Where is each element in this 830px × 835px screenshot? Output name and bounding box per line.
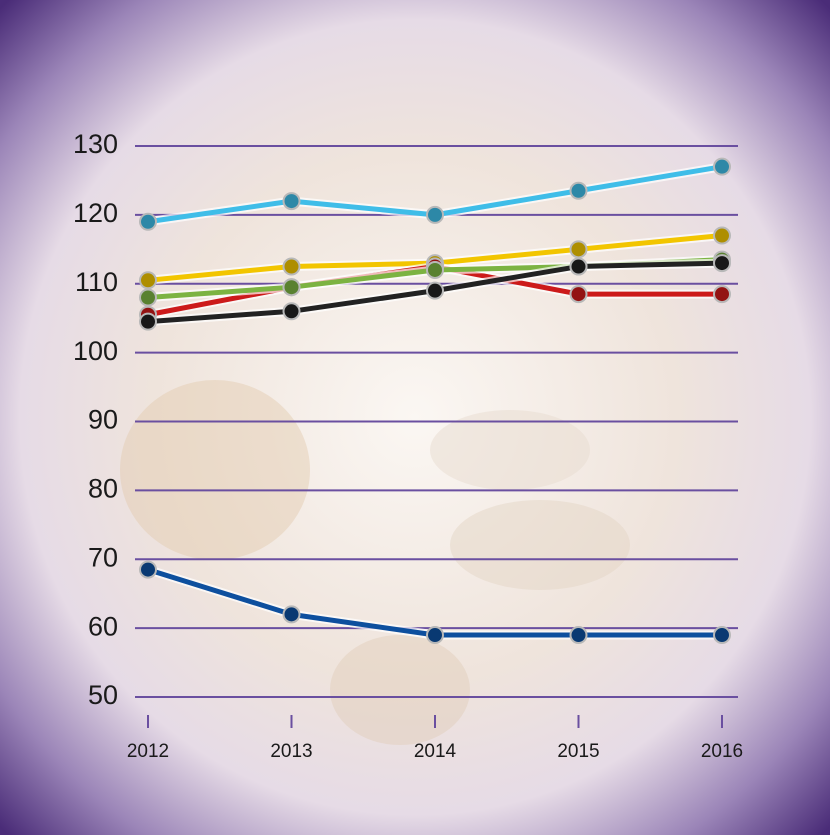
coin-decor bbox=[430, 410, 590, 490]
y-tick-label: 130 bbox=[73, 129, 118, 159]
coin-decor bbox=[450, 500, 630, 590]
y-tick-label: 60 bbox=[88, 611, 118, 641]
data-point bbox=[569, 285, 588, 304]
data-point bbox=[713, 254, 731, 273]
data-point bbox=[139, 560, 157, 579]
x-tick-label: 2016 bbox=[701, 741, 743, 762]
data-point bbox=[569, 626, 588, 645]
data-point bbox=[426, 281, 444, 300]
y-tick-label: 110 bbox=[75, 267, 118, 297]
coin-decor bbox=[330, 635, 470, 745]
data-point bbox=[282, 257, 301, 276]
data-point bbox=[139, 271, 157, 290]
x-tick-label: 2015 bbox=[557, 741, 599, 762]
y-tick-label: 90 bbox=[88, 405, 118, 435]
y-tick-label: 120 bbox=[73, 198, 118, 228]
data-point bbox=[139, 212, 157, 231]
y-tick-label: 100 bbox=[73, 336, 118, 366]
data-point bbox=[282, 278, 301, 297]
data-point bbox=[282, 605, 301, 624]
data-point bbox=[426, 205, 444, 224]
data-point bbox=[713, 626, 731, 645]
data-point bbox=[569, 257, 588, 276]
data-point bbox=[282, 302, 301, 321]
data-point bbox=[713, 157, 731, 176]
y-tick-label: 50 bbox=[88, 680, 118, 710]
x-tick-label: 2012 bbox=[127, 741, 169, 762]
y-tick-label: 70 bbox=[88, 542, 118, 572]
data-point bbox=[569, 240, 588, 259]
data-point bbox=[282, 192, 301, 211]
data-point bbox=[713, 285, 731, 304]
data-point bbox=[713, 226, 731, 245]
x-tick-label: 2014 bbox=[414, 741, 457, 762]
data-point bbox=[426, 260, 444, 279]
data-point bbox=[139, 288, 157, 307]
plot: 50 60 70 80 90 100 110 120 130 2012 2013 2014 2015 20… bbox=[73, 129, 743, 762]
coin-decor bbox=[120, 380, 310, 560]
data-point bbox=[569, 181, 588, 200]
x-tick-label: 2013 bbox=[270, 741, 312, 762]
y-tick-label: 80 bbox=[88, 474, 118, 504]
data-point bbox=[139, 312, 157, 331]
data-point bbox=[426, 626, 444, 645]
